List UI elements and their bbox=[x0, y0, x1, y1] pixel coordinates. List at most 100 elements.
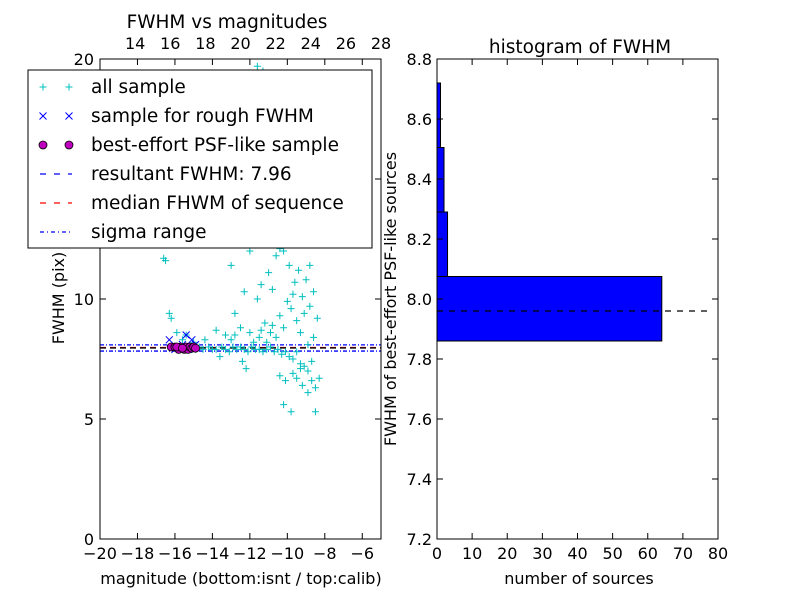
x-tick-label: −12 bbox=[233, 544, 267, 563]
legend-entry: best-effort PSF-like sample bbox=[38, 135, 339, 156]
legend-label: sigma range bbox=[91, 222, 207, 243]
scatter-panel: −20 −18 −16 −14 −12 −10 −8 −6 14 16 18 20 22 24 26 28 … bbox=[27, 12, 391, 588]
y-tick-label: 8.8 bbox=[407, 50, 432, 69]
y-tick-label: 5 bbox=[84, 410, 94, 429]
all-sample-point bbox=[231, 331, 239, 339]
all-sample-point bbox=[222, 345, 230, 353]
y-tick-label: 7.4 bbox=[407, 470, 432, 489]
histogram-x-axis-label: number of sources bbox=[504, 569, 654, 588]
histogram-panel: 0 10 20 30 40 50 60 70 80 7.2 7.4 7.6 7.8 8.0 8.2 8.4 8… bbox=[381, 37, 728, 588]
legend-marker bbox=[39, 112, 47, 120]
all-sample-point bbox=[313, 314, 321, 322]
all-sample-point bbox=[261, 319, 269, 327]
legend-entry: median FHWM of sequence bbox=[40, 193, 344, 214]
all-sample-point bbox=[308, 377, 316, 385]
all-sample-point bbox=[240, 345, 248, 353]
legend-entry: all sample bbox=[39, 77, 186, 98]
x-tick-label: 60 bbox=[638, 544, 658, 563]
top-x-tick-label: 26 bbox=[336, 34, 356, 53]
all-sample-point bbox=[212, 326, 220, 334]
histogram-bar bbox=[436, 276, 663, 342]
all-sample-point bbox=[237, 343, 244, 351]
all-sample-point bbox=[240, 288, 248, 296]
all-sample-point bbox=[298, 293, 306, 301]
all-sample-point bbox=[289, 369, 297, 377]
all-sample-point bbox=[237, 324, 244, 332]
x-tick-label: −18 bbox=[121, 544, 155, 563]
legend-label: resultant FWHM: 7.96 bbox=[91, 164, 292, 185]
all-sample-point bbox=[257, 281, 265, 289]
x-tick-label: 20 bbox=[497, 544, 517, 563]
x-tick-label: −8 bbox=[313, 544, 337, 563]
x-tick-label: −16 bbox=[158, 544, 192, 563]
rough-sample-point bbox=[182, 331, 191, 339]
x-tick-label: 70 bbox=[673, 544, 693, 563]
all-sample-point bbox=[222, 331, 230, 339]
all-sample-point bbox=[263, 345, 271, 353]
rough-sample-point bbox=[165, 335, 174, 344]
legend-label: all sample bbox=[91, 77, 186, 98]
all-sample-point bbox=[173, 329, 181, 337]
all-sample-point bbox=[212, 345, 220, 353]
legend-label: sample for rough FWHM bbox=[91, 106, 314, 127]
all-sample-point bbox=[205, 343, 213, 351]
all-sample-point bbox=[201, 336, 209, 344]
psf-sample-points bbox=[166, 342, 200, 354]
all-sample-point bbox=[238, 357, 246, 365]
all-sample-point bbox=[306, 261, 314, 269]
y-tick-label: 8.2 bbox=[407, 230, 432, 249]
top-x-tick-label: 18 bbox=[195, 34, 215, 53]
psf-sample-point bbox=[191, 343, 200, 353]
top-x-tick-label: 16 bbox=[160, 34, 180, 53]
all-sample-point bbox=[287, 305, 295, 313]
all-sample-point bbox=[280, 247, 288, 255]
legend-entry: sigma range bbox=[40, 222, 207, 243]
all-sample-point bbox=[257, 326, 265, 334]
all-sample-point bbox=[242, 365, 250, 373]
all-sample-point bbox=[293, 317, 301, 325]
all-sample-point bbox=[229, 343, 237, 351]
rough-sample-point bbox=[187, 335, 196, 344]
y-tick-label: 7.8 bbox=[407, 350, 432, 369]
x-tick-label: 80 bbox=[708, 544, 728, 563]
all-sample-point bbox=[167, 314, 175, 322]
scatter-legend: all sample sample for rough FWHM best-effo… bbox=[27, 69, 373, 249]
all-sample-point bbox=[298, 381, 306, 389]
all-sample-point bbox=[246, 329, 254, 337]
all-sample-point bbox=[280, 324, 288, 332]
all-sample-point bbox=[266, 343, 274, 351]
scatter-title: FWHM vs magnitudes bbox=[127, 12, 328, 33]
x-tick-label: 50 bbox=[602, 544, 622, 563]
y-tick-label: 8.6 bbox=[407, 110, 432, 129]
histogram-y-axis-ticks: 7.2 7.4 7.6 7.8 8.0 8.2 8.4 8.6 8.8 bbox=[407, 50, 718, 549]
all-sample-point bbox=[304, 389, 312, 397]
top-x-tick-label: 22 bbox=[265, 34, 285, 53]
all-sample-point bbox=[315, 374, 323, 382]
y-tick-label: 7.6 bbox=[407, 410, 432, 429]
all-sample-point bbox=[293, 374, 301, 382]
all-sample-point bbox=[283, 297, 291, 305]
y-tick-label: 8.4 bbox=[407, 170, 432, 189]
x-tick-label: 10 bbox=[462, 544, 482, 563]
all-sample-point bbox=[246, 247, 254, 255]
legend-box bbox=[27, 69, 373, 249]
all-sample-point bbox=[178, 336, 186, 344]
top-x-tick-label: 20 bbox=[230, 34, 250, 53]
all-sample-point bbox=[308, 357, 316, 365]
x-tick-label: −20 bbox=[83, 544, 117, 563]
all-sample-point bbox=[281, 348, 289, 356]
all-sample-point bbox=[280, 401, 288, 409]
histogram-bar bbox=[436, 211, 449, 277]
y-tick-label: 20 bbox=[74, 50, 94, 69]
all-sample-point bbox=[218, 343, 226, 351]
all-sample-point bbox=[311, 384, 319, 392]
all-sample-point bbox=[304, 367, 312, 375]
x-tick-label: 40 bbox=[567, 544, 587, 563]
bottom-x-axis-ticks: −20 −18 −16 −14 −12 −10 −8 −6 bbox=[83, 59, 374, 563]
histogram-x-axis-ticks: 0 10 20 30 40 50 60 70 80 bbox=[432, 59, 728, 563]
all-sample-point bbox=[291, 278, 299, 286]
all-sample-point bbox=[295, 266, 303, 274]
all-sample-point bbox=[250, 338, 258, 346]
all-sample-point bbox=[311, 408, 319, 416]
all-sample-point bbox=[268, 285, 276, 293]
